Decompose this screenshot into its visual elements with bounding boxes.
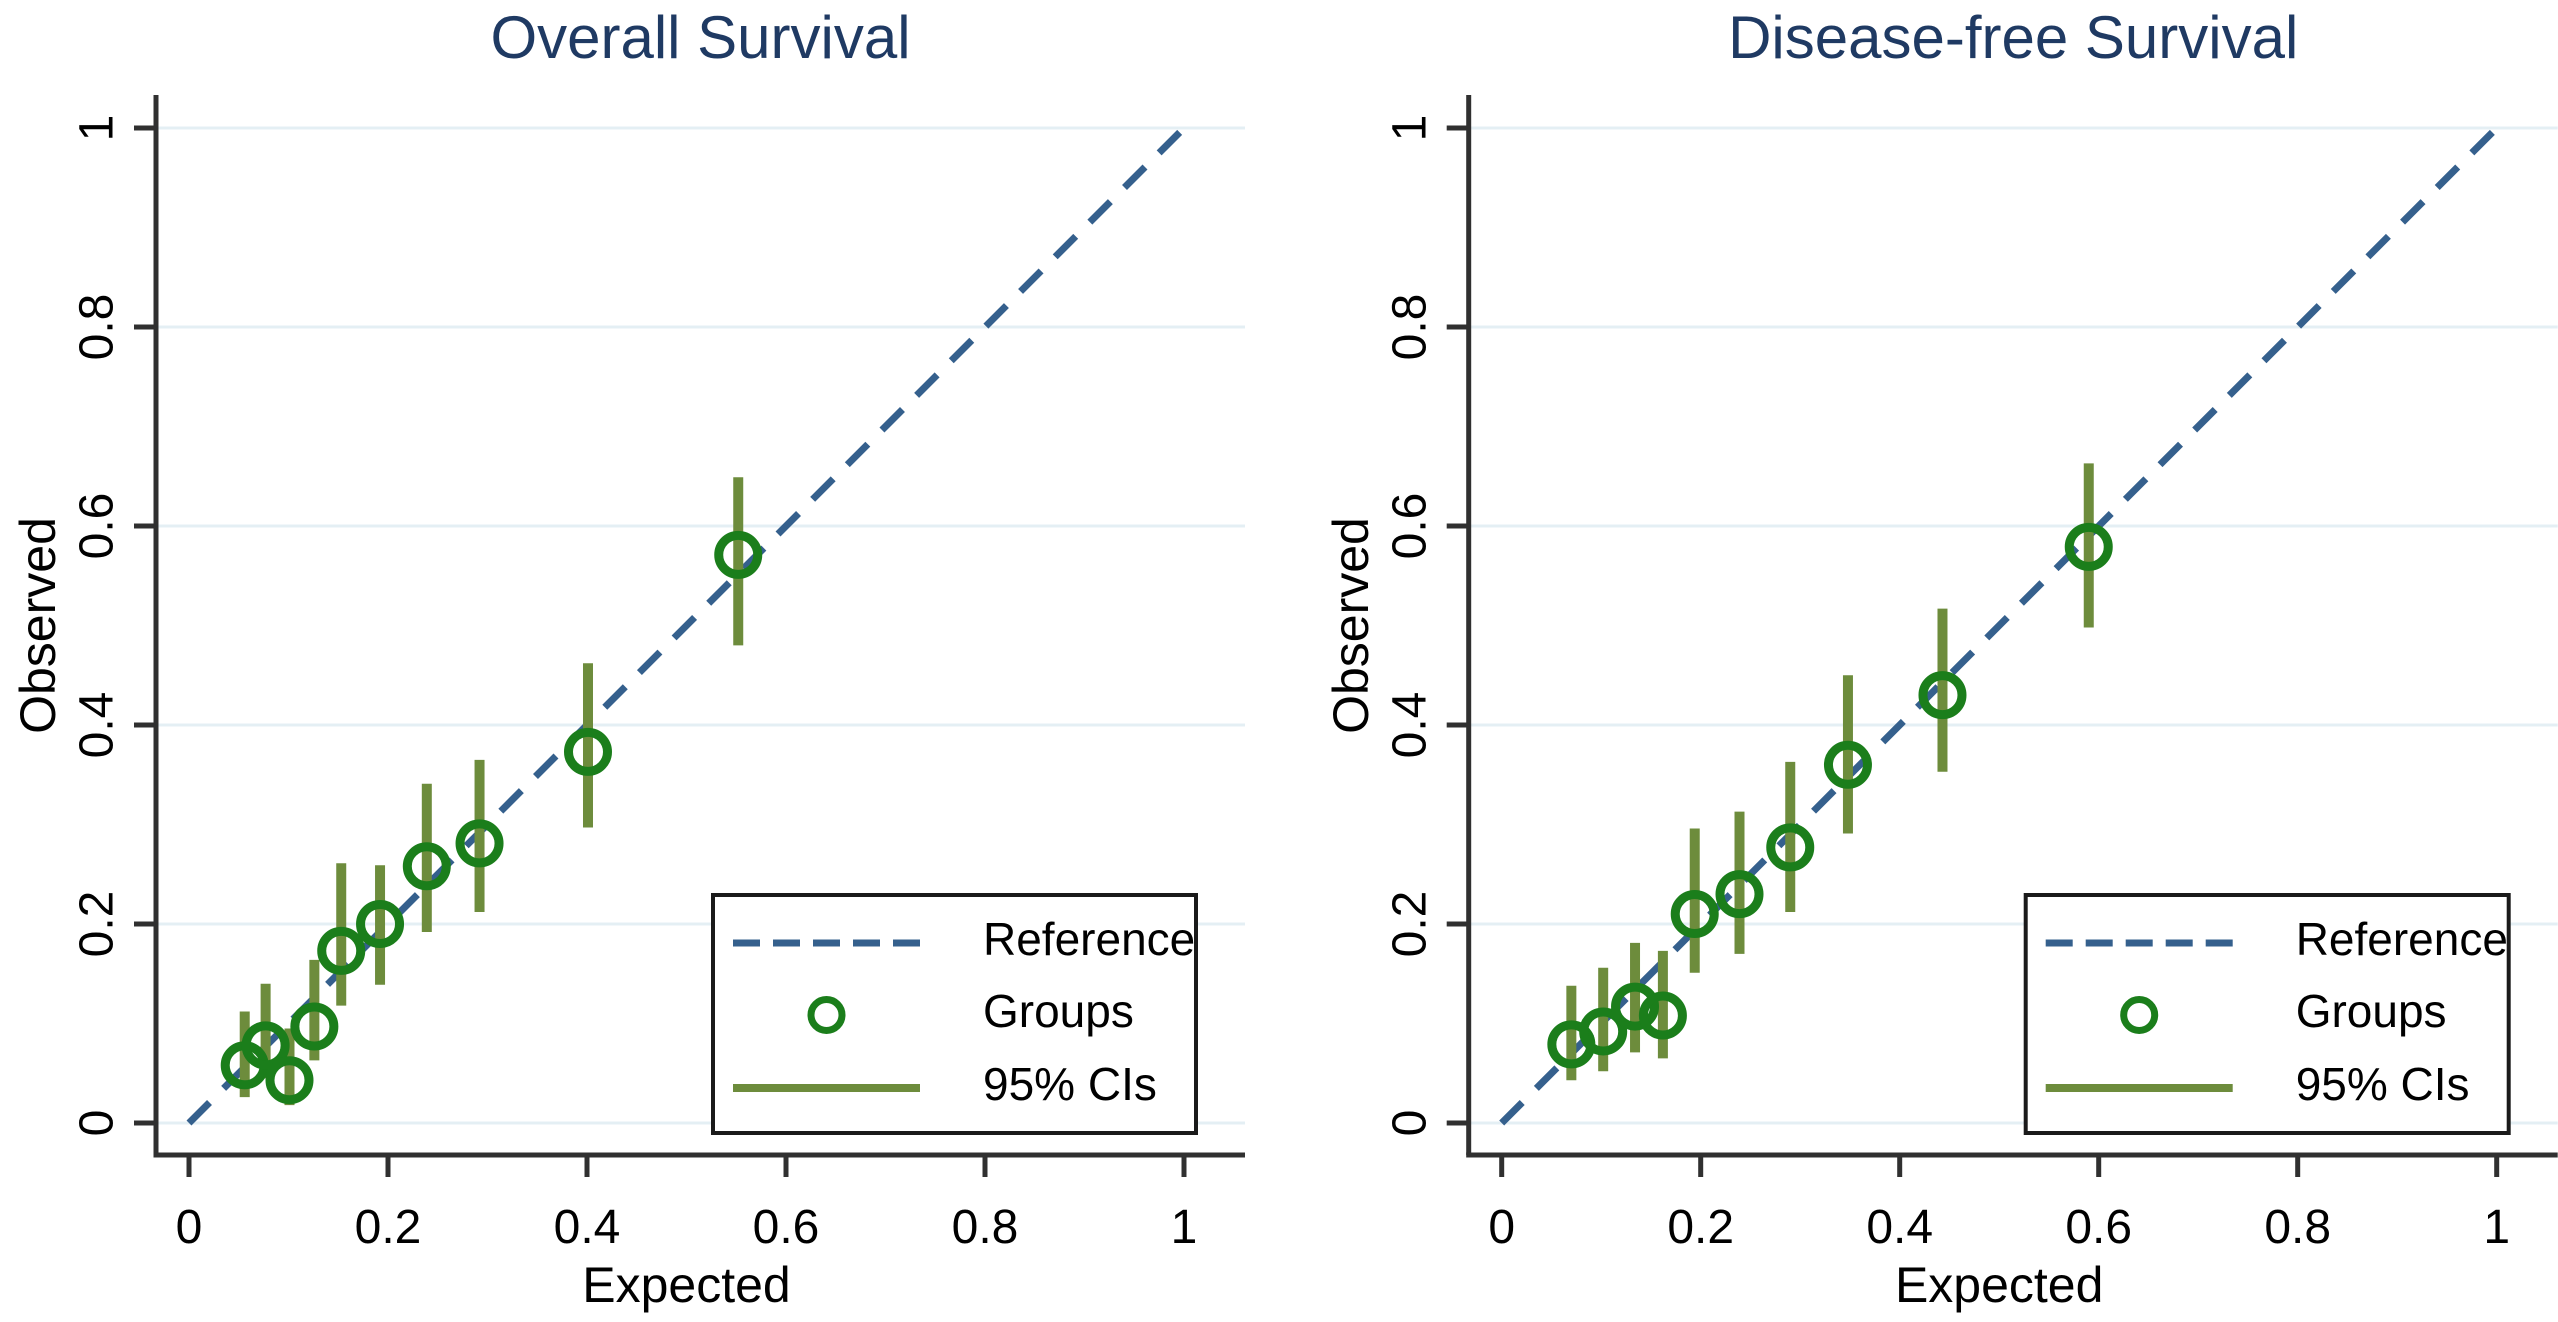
group-marker (455, 819, 504, 868)
y-axis-title: Observed (10, 517, 66, 734)
group-marker (1715, 870, 1764, 919)
x-tick-label: 0 (1488, 1201, 1515, 1254)
y-axis-title: Observed (1323, 517, 1379, 734)
y-tick-label: 0.2 (1383, 891, 1436, 958)
x-tick-label: 0.6 (753, 1201, 820, 1254)
group-marker (1823, 740, 1872, 789)
group-marker (1670, 890, 1719, 939)
x-tick-label: 0.6 (2065, 1201, 2132, 1254)
y-tick-label: 1 (1383, 115, 1436, 142)
group-marker (1638, 991, 1687, 1040)
panel-title: Disease-free Survival (1728, 4, 2298, 71)
reference-line (1499, 125, 2500, 1126)
x-tick-label: 0.4 (1866, 1201, 1933, 1254)
group-marker (2064, 522, 2113, 571)
legend-label: 95% CIs (2296, 1058, 2470, 1110)
group-marker (265, 1056, 314, 1105)
y-tick-label: 0.8 (71, 294, 124, 361)
group-marker (714, 530, 763, 579)
legend-label: 95% CIs (983, 1058, 1157, 1110)
y-tick-label: 1 (71, 115, 124, 142)
legend-label: Groups (2296, 985, 2447, 1037)
y-tick-label: 0.2 (71, 891, 124, 958)
legend-box (2023, 893, 2511, 1135)
legend-label: Reference (983, 913, 1195, 965)
panel-title: Overall Survival (490, 4, 910, 71)
x-tick-label: 0 (176, 1201, 203, 1254)
group-marker (356, 900, 405, 948)
x-tick-label: 0.8 (952, 1201, 1019, 1254)
group-marker (563, 727, 612, 776)
reference-line (186, 125, 1187, 1126)
legend-label: Reference (2296, 913, 2508, 965)
legend-circle-sample (807, 996, 846, 1034)
y-tick-label: 0 (1383, 1110, 1436, 1137)
group-marker (402, 842, 451, 891)
group-marker (290, 1002, 339, 1051)
legend-box (711, 893, 1198, 1135)
group-marker (317, 926, 366, 975)
group-marker (241, 1021, 290, 1070)
group-marker (1766, 823, 1815, 872)
y-tick-label: 0.4 (1383, 692, 1436, 759)
y-tick-label: 0.6 (71, 493, 124, 560)
x-tick-label: 0.8 (2264, 1201, 2331, 1254)
group-marker (1579, 1007, 1628, 1056)
x-tick-label: 1 (1171, 1201, 1198, 1254)
x-axis-title: Expected (582, 1257, 790, 1313)
y-tick-label: 0.4 (71, 692, 124, 759)
x-tick-label: 0.4 (554, 1201, 621, 1254)
group-marker (1611, 982, 1660, 1031)
y-tick-label: 0.6 (1383, 493, 1436, 560)
group-marker (1918, 671, 1967, 720)
legend-label: Groups (983, 985, 1134, 1037)
x-tick-label: 1 (2483, 1201, 2510, 1254)
y-tick-label: 0 (71, 1110, 124, 1137)
x-axis-title: Expected (1895, 1257, 2103, 1313)
x-tick-label: 0.2 (1667, 1201, 1734, 1254)
x-tick-label: 0.2 (355, 1201, 422, 1254)
legend-circle-sample (2120, 996, 2159, 1034)
y-tick-label: 0.8 (1383, 294, 1436, 361)
